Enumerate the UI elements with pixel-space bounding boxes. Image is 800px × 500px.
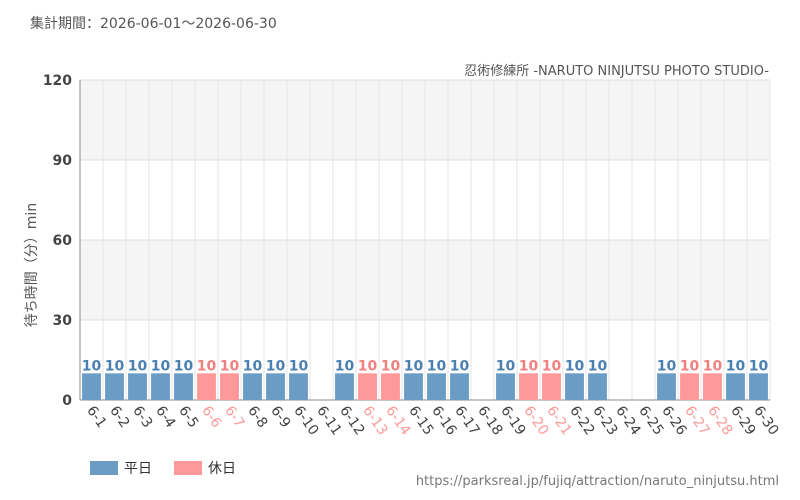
y-axis-label: 待ち時間（分）min [24, 203, 40, 327]
bar-value-label: 10 [542, 358, 562, 374]
x-tick-label: 6-29 [727, 403, 758, 438]
x-tick-label: 6-7 [221, 403, 247, 431]
x-tick-label: 6-30 [750, 403, 781, 438]
legend-weekday-swatch [90, 461, 118, 475]
x-tick-label: 6-12 [336, 403, 367, 438]
bar [703, 373, 722, 400]
bar [496, 373, 515, 400]
source-url[interactable]: https://parksreal.jp/fujiq/attraction/na… [415, 474, 779, 489]
bar-value-label: 10 [289, 358, 309, 374]
bar [381, 373, 400, 400]
x-tick-label: 6-9 [267, 403, 293, 431]
x-tick-label: 6-17 [451, 403, 482, 438]
bar-value-label: 10 [128, 358, 148, 374]
bar-value-label: 10 [657, 358, 677, 374]
bar-value-label: 10 [105, 358, 125, 374]
x-tick-label: 6-13 [359, 403, 390, 438]
bar-value-label: 10 [381, 358, 401, 374]
legend-holiday: 休日 [174, 458, 236, 478]
bar-value-label: 10 [82, 358, 102, 374]
attraction-subtitle: 忍術修練所 -NARUTO NINJUTSU PHOTO STUDIO- [464, 64, 769, 79]
bar-value-label: 10 [243, 358, 263, 374]
x-tick-label: 6-26 [658, 403, 689, 438]
x-tick-label: 6-5 [175, 403, 201, 431]
bar-value-label: 10 [519, 358, 539, 374]
x-tick-label: 6-22 [566, 403, 597, 438]
x-tick-label: 6-2 [106, 403, 132, 431]
x-tick-label: 6-11 [313, 403, 344, 438]
y-tick-label: 60 [53, 233, 73, 249]
bar [266, 373, 285, 400]
bar [335, 373, 354, 400]
x-tick-label: 6-21 [543, 403, 574, 438]
x-tick-label: 6-27 [681, 403, 712, 438]
bar [519, 373, 538, 400]
legend-holiday-swatch [174, 461, 202, 475]
bar-value-label: 10 [358, 358, 378, 374]
bar [450, 373, 469, 400]
bar [588, 373, 607, 400]
x-tick-label: 6-19 [497, 403, 528, 438]
x-tick-label: 6-14 [382, 403, 413, 438]
bar [726, 373, 745, 400]
period-label: 集計期間：2026-06-01〜2026-06-30 [30, 16, 277, 32]
legend-weekday-label: 平日 [124, 461, 152, 477]
chart-legend: 平日 休日 [90, 458, 258, 478]
x-tick-label: 6-6 [198, 403, 224, 431]
x-tick-label: 6-10 [290, 403, 321, 438]
bar [174, 373, 193, 400]
x-tick-label: 6-3 [129, 403, 155, 431]
bar [657, 373, 676, 400]
y-tick-label: 30 [53, 313, 73, 329]
bar [427, 373, 446, 400]
bar-value-label: 10 [450, 358, 470, 374]
bar-value-label: 10 [588, 358, 608, 374]
bar [289, 373, 308, 400]
x-tick-label: 6-25 [635, 403, 666, 438]
bar-value-label: 10 [266, 358, 286, 374]
x-tick-label: 6-15 [405, 403, 436, 438]
bar-value-label: 10 [404, 358, 424, 374]
bar-value-label: 10 [496, 358, 516, 374]
bar-value-label: 10 [703, 358, 723, 374]
bar [128, 373, 147, 400]
bar [358, 373, 377, 400]
bar [542, 373, 561, 400]
bar-value-label: 10 [151, 358, 171, 374]
bar-value-label: 10 [726, 358, 746, 374]
x-tick-label: 6-18 [474, 403, 505, 438]
bar [197, 373, 216, 400]
bar-value-label: 10 [749, 358, 769, 374]
bar-value-label: 10 [335, 358, 355, 374]
bar [565, 373, 584, 400]
bar-value-label: 10 [565, 358, 585, 374]
bar [151, 373, 170, 400]
bar [105, 373, 124, 400]
bar-value-label: 10 [680, 358, 700, 374]
bar [404, 373, 423, 400]
x-tick-label: 6-24 [612, 403, 643, 438]
bar-value-label: 10 [427, 358, 447, 374]
bar [749, 373, 768, 400]
x-tick-label: 6-28 [704, 403, 735, 438]
x-tick-label: 6-16 [428, 403, 459, 438]
y-tick-label: 120 [43, 73, 72, 89]
bar-value-label: 10 [197, 358, 217, 374]
legend-holiday-label: 休日 [208, 461, 236, 477]
y-tick-label: 90 [53, 153, 73, 169]
x-tick-label: 6-20 [520, 403, 551, 438]
y-tick-label: 0 [62, 393, 72, 409]
bar [243, 373, 262, 400]
x-tick-label: 6-8 [244, 403, 270, 431]
bar [82, 373, 101, 400]
bar-value-label: 10 [220, 358, 240, 374]
bar [680, 373, 699, 400]
legend-weekday: 平日 [90, 458, 152, 478]
x-tick-label: 6-4 [152, 403, 178, 431]
bar-value-label: 10 [174, 358, 194, 374]
bar [220, 373, 239, 400]
x-tick-label: 6-1 [83, 403, 109, 431]
x-tick-label: 6-23 [589, 403, 620, 438]
